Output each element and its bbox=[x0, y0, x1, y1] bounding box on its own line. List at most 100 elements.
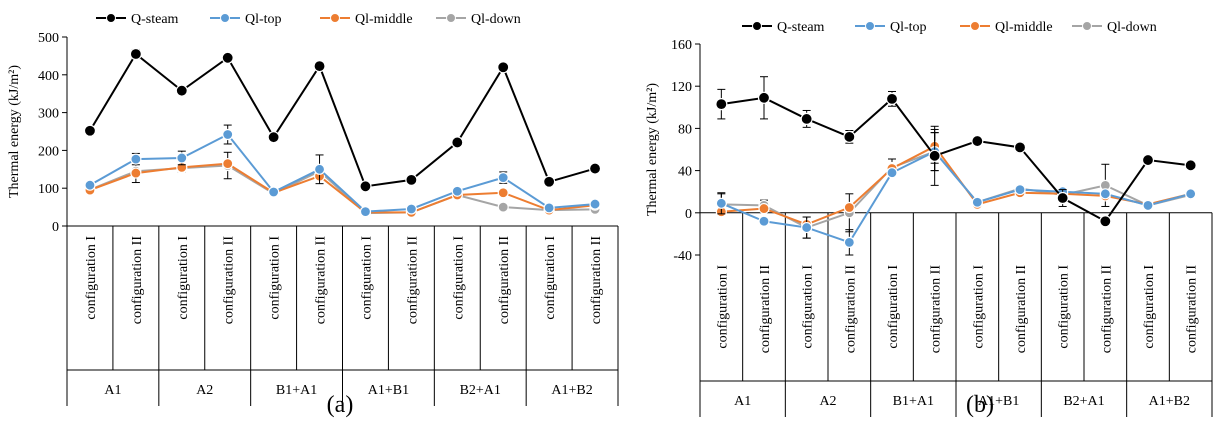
y-tick-label: 40 bbox=[678, 165, 692, 180]
x-group-label: B2+A1 bbox=[460, 383, 501, 398]
series-ql-down bbox=[84, 151, 601, 219]
y-tick-label: 120 bbox=[671, 80, 692, 95]
x-tick-label: configuration II bbox=[405, 236, 420, 325]
legend-marker bbox=[330, 13, 340, 23]
x-tick-label: configuration II bbox=[222, 236, 237, 325]
data-point bbox=[589, 198, 601, 210]
data-point bbox=[267, 131, 280, 144]
data-point bbox=[715, 197, 727, 209]
data-point bbox=[451, 185, 463, 197]
x-tick-label: configuration I bbox=[84, 236, 99, 320]
x-tick-label: configuration II bbox=[1099, 265, 1114, 354]
data-point bbox=[83, 124, 97, 137]
data-point bbox=[497, 172, 509, 184]
x-tick-label: configuration II bbox=[497, 236, 512, 325]
legend: Q-steam Ql-top Ql-middle Ql-down bbox=[96, 12, 521, 27]
data-point bbox=[130, 153, 142, 165]
x-group-label: A2 bbox=[196, 383, 213, 398]
data-point bbox=[405, 203, 417, 215]
x-tick-label: configuration II bbox=[1185, 265, 1200, 354]
data-point bbox=[359, 206, 372, 218]
data-point bbox=[268, 186, 280, 198]
legend-marker bbox=[446, 13, 456, 23]
data-point bbox=[1142, 199, 1154, 212]
data-point bbox=[313, 163, 326, 175]
x-tick-label: configuration I bbox=[268, 236, 283, 320]
legend-marker bbox=[865, 21, 875, 31]
data-point bbox=[801, 221, 813, 234]
y-tick-label: 500 bbox=[38, 31, 59, 46]
data-point bbox=[497, 201, 509, 213]
x-tick-label: configuration I bbox=[543, 236, 558, 320]
data-point bbox=[886, 167, 898, 179]
data-point bbox=[497, 187, 509, 199]
legend-item: Q-steam bbox=[742, 20, 825, 35]
y-tick-label: 200 bbox=[38, 144, 59, 159]
data-point bbox=[1099, 215, 1112, 228]
legend-label: Ql-top bbox=[245, 12, 282, 27]
x-tick-label: configuration I bbox=[1142, 265, 1157, 349]
legend-marker bbox=[970, 21, 980, 31]
data-point bbox=[843, 130, 856, 143]
x-tick-label: configuration I bbox=[1057, 265, 1072, 349]
x-group-label: A1 bbox=[104, 383, 121, 398]
x-tick-label: configuration II bbox=[929, 265, 944, 354]
legend-marker bbox=[752, 21, 762, 31]
series-line bbox=[720, 150, 1191, 244]
data-point bbox=[928, 149, 941, 162]
legend-item: Ql-down bbox=[1072, 20, 1157, 35]
legend-item: Ql-top bbox=[210, 12, 282, 27]
x-group-label: A1+B1 bbox=[368, 383, 409, 398]
series-line bbox=[721, 96, 1191, 223]
x-group-label: A1+B2 bbox=[551, 383, 592, 398]
data-point bbox=[129, 47, 142, 61]
data-point bbox=[1013, 141, 1027, 154]
x-tick-label: configuration II bbox=[589, 236, 604, 325]
x-group-label: B1+A1 bbox=[893, 394, 934, 409]
data-point bbox=[715, 98, 728, 111]
data-point bbox=[588, 162, 602, 175]
y-tick-label: 300 bbox=[38, 107, 59, 122]
x-group-label: B1+A1 bbox=[276, 383, 317, 398]
data-point bbox=[971, 134, 984, 148]
series-q-steam bbox=[83, 47, 602, 193]
x-group-label: A2 bbox=[819, 394, 836, 409]
x-tick-label: configuration II bbox=[843, 265, 858, 354]
data-point bbox=[1099, 188, 1111, 200]
legend-label: Ql-down bbox=[1107, 20, 1157, 35]
data-point bbox=[1185, 188, 1197, 200]
data-point bbox=[175, 84, 188, 97]
legend-marker bbox=[1082, 21, 1092, 31]
series-line bbox=[89, 162, 596, 214]
legend-item: Ql-down bbox=[436, 12, 521, 27]
legend-item: Q-steam bbox=[96, 12, 179, 27]
data-point bbox=[843, 236, 855, 248]
data-point bbox=[1014, 183, 1026, 196]
legend-label: Ql-top bbox=[890, 20, 927, 35]
y-tick-label: 400 bbox=[38, 69, 59, 84]
panel-label: (a) bbox=[327, 392, 354, 418]
legend-label: Ql-middle bbox=[355, 12, 413, 27]
x-group-label: A1+B2 bbox=[1149, 394, 1190, 409]
data-point bbox=[313, 60, 326, 73]
data-point bbox=[543, 202, 555, 214]
x-group-label: A1+B1 bbox=[978, 394, 1019, 409]
x-tick-label: configuration I bbox=[359, 236, 374, 320]
data-point bbox=[359, 180, 372, 193]
data-point bbox=[543, 175, 556, 188]
legend-label: Ql-middle bbox=[995, 20, 1053, 35]
x-group-label: A1 bbox=[734, 394, 751, 409]
legend-label: Q-steam bbox=[777, 20, 825, 35]
y-axis-label: Thermal energy (kJ/m²) bbox=[7, 65, 22, 198]
series-q-steam bbox=[715, 76, 1197, 228]
x-tick-label: configuration II bbox=[314, 236, 329, 325]
series-line bbox=[89, 133, 596, 213]
series-ql-top bbox=[84, 124, 601, 218]
y-tick-label: 100 bbox=[38, 182, 59, 197]
y-axis-label: Thermal energy (kJ/m²) bbox=[645, 83, 660, 216]
data-point bbox=[405, 173, 418, 186]
legend-item: Ql-middle bbox=[960, 20, 1053, 35]
data-point bbox=[800, 112, 813, 126]
